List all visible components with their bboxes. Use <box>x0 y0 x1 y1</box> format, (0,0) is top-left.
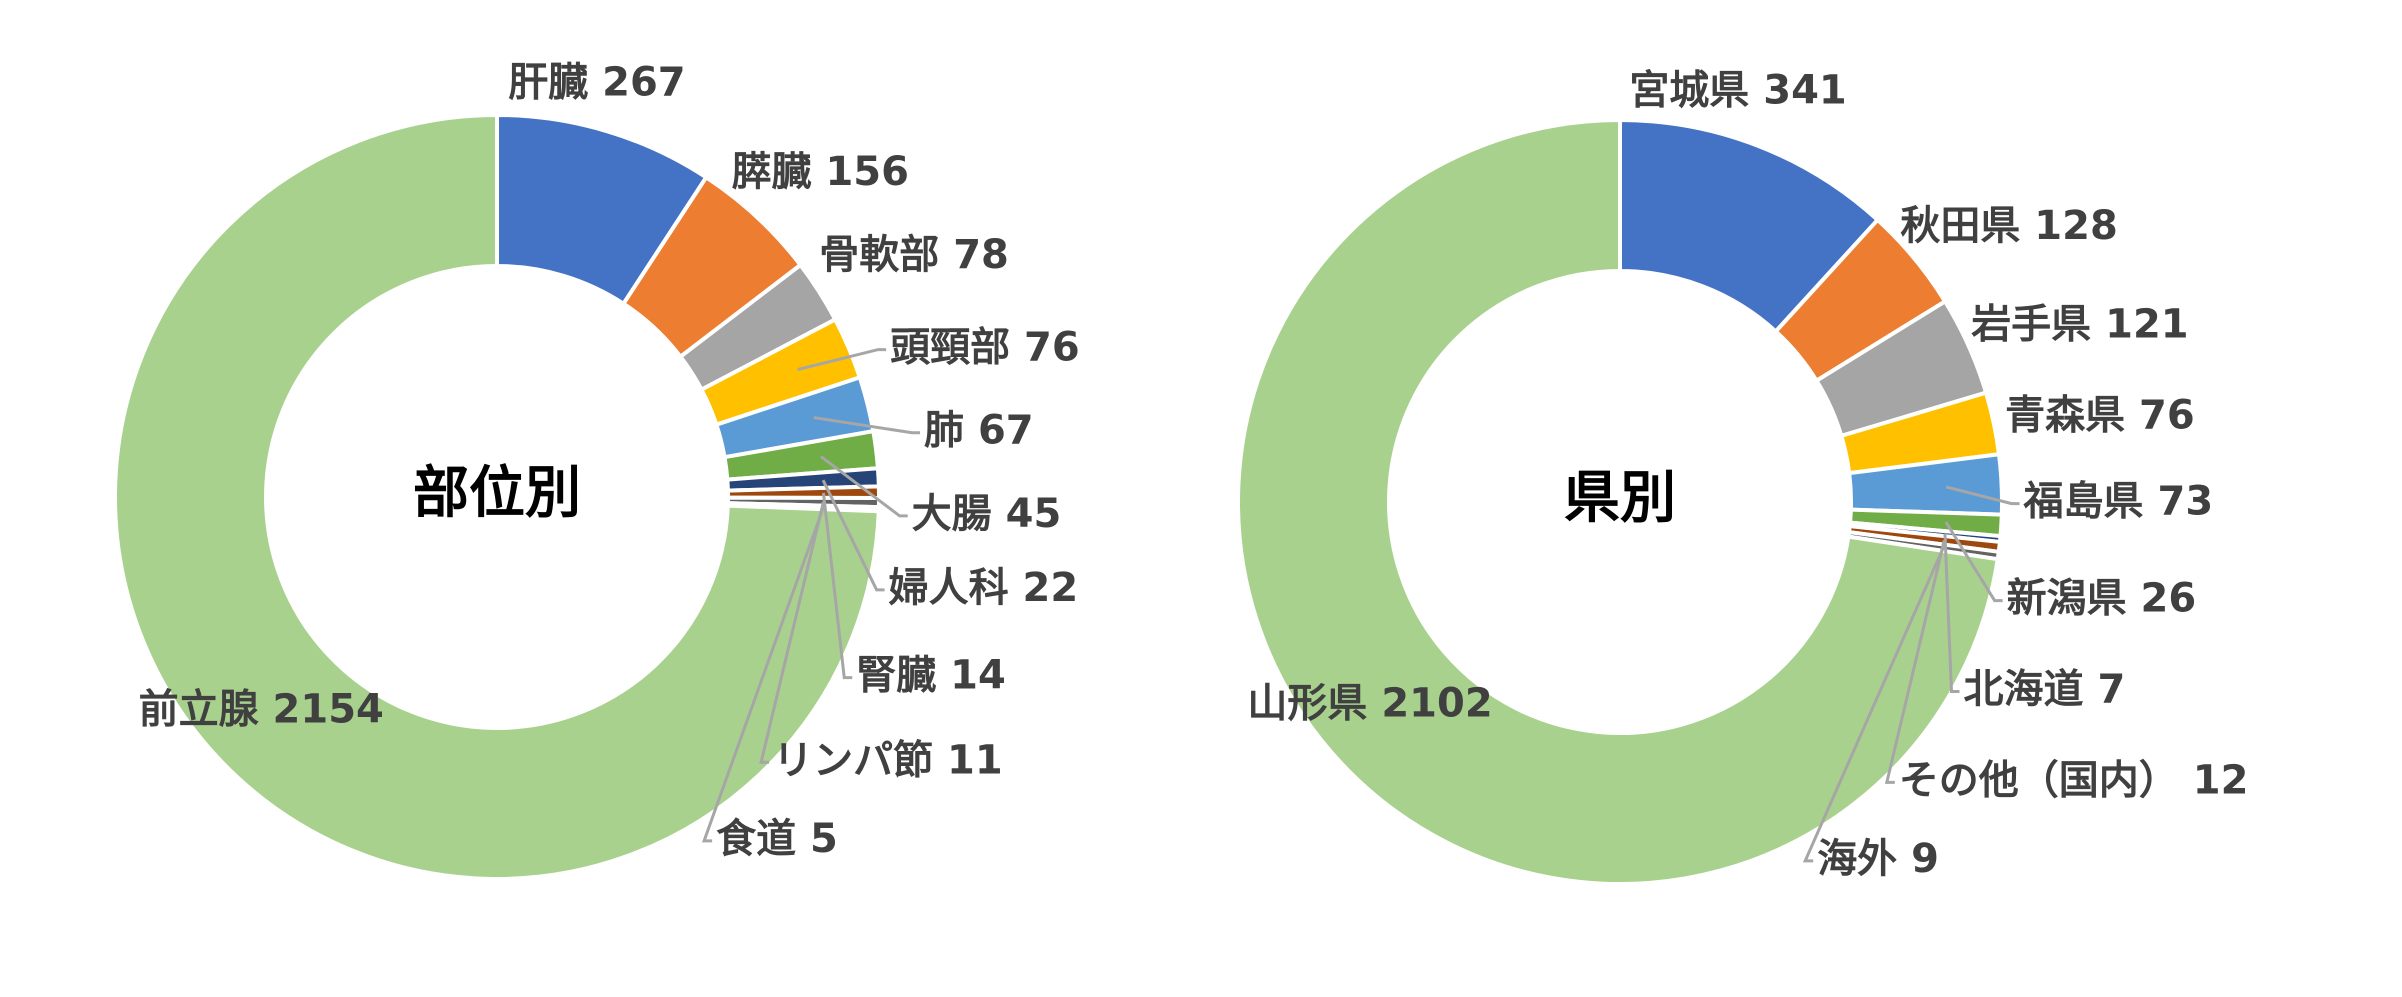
leader-line <box>759 501 825 764</box>
data-label: その他（国内） 12 <box>1899 757 2249 803</box>
data-label: 岩手県 121 <box>1971 301 2188 347</box>
leader-line <box>820 455 908 518</box>
label-category: 婦人科 <box>889 565 1009 611</box>
leader-line <box>813 416 920 435</box>
label-value: 341 <box>1763 67 1847 113</box>
leader-line <box>1943 533 1960 693</box>
leader-line <box>821 479 885 592</box>
chart-title: 部位別 <box>413 461 581 526</box>
data-label: 山形県 2102 <box>1247 680 1492 726</box>
label-category: 宮城県 <box>1629 67 1749 113</box>
label-category: 青森県 <box>2005 392 2125 438</box>
label-category: 頭頸部 <box>890 325 1010 371</box>
data-label: 秋田県 128 <box>1900 203 2117 249</box>
leader-line <box>821 492 853 680</box>
label-value: 9 <box>1911 836 1939 882</box>
label-category: 岩手県 <box>1971 301 2091 347</box>
label-value: 5 <box>810 816 838 862</box>
chart-title: 県別 <box>1564 466 1676 531</box>
label-value: 11 <box>947 737 1003 783</box>
label-category: 海外 <box>1817 836 1897 882</box>
leader-line <box>701 506 825 843</box>
label-value: 22 <box>1023 565 1079 611</box>
leader-line <box>797 348 887 372</box>
label-value: 2102 <box>1381 680 1492 726</box>
label-value: 26 <box>2141 576 2197 622</box>
label-category: 肺 <box>924 408 964 454</box>
label-value: 73 <box>2157 479 2213 525</box>
data-label: 北海道 7 <box>1964 666 2126 712</box>
data-label: 腎臓 14 <box>856 653 1006 699</box>
leader-line <box>1944 521 2003 603</box>
label-value: 2154 <box>273 686 384 732</box>
data-label: 新潟県 26 <box>2007 576 2197 622</box>
data-label: 食道 5 <box>716 816 838 862</box>
label-value: 45 <box>1006 491 1062 537</box>
label-category: 新潟県 <box>2007 576 2127 622</box>
label-category: 福島県 <box>2023 479 2144 525</box>
leader-line <box>1884 540 1946 784</box>
leader-line <box>1802 547 1945 863</box>
label-value: 121 <box>2105 301 2189 347</box>
label-category: 大腸 <box>912 491 992 537</box>
data-label: 宮城県 341 <box>1629 67 1846 113</box>
label-category: その他（国内） <box>1899 757 2179 803</box>
label-value: 128 <box>2034 203 2117 249</box>
donut-slice <box>113 112 881 881</box>
label-category: リンパ節 <box>773 737 933 783</box>
label-value: 267 <box>602 60 686 106</box>
data-label: 海外 9 <box>1817 836 1939 882</box>
data-label: 福島県 73 <box>2023 479 2214 525</box>
label-category: 北海道 <box>1964 666 2084 712</box>
label-category: 膵臓 <box>732 149 812 195</box>
data-label: 頭頸部 76 <box>890 325 1080 371</box>
data-label: 骨軟部 78 <box>819 232 1009 278</box>
data-label: 肝臓 267 <box>508 60 685 106</box>
label-value: 156 <box>825 149 909 195</box>
label-value: 76 <box>2139 392 2195 438</box>
data-label: 膵臓 156 <box>732 149 909 195</box>
data-label: 前立腺 2154 <box>139 686 384 732</box>
label-category: 骨軟部 <box>819 232 939 278</box>
label-value: 7 <box>2097 666 2125 712</box>
data-label: 青森県 76 <box>2005 392 2195 438</box>
label-category: 秋田県 <box>1900 203 2020 249</box>
label-value: 67 <box>978 408 1034 454</box>
label-value: 76 <box>1024 325 1080 371</box>
label-value: 12 <box>2193 757 2249 803</box>
label-category: 腎臓 <box>856 653 936 699</box>
label-category: 食道 <box>716 816 796 862</box>
label-category: 前立腺 <box>139 686 260 732</box>
label-value: 78 <box>953 232 1009 278</box>
label-category: 肝臓 <box>508 60 588 106</box>
label-value: 14 <box>950 653 1006 699</box>
data-label: 肺 67 <box>924 408 1034 454</box>
leader-line <box>1945 485 2020 506</box>
data-label: 婦人科 22 <box>889 565 1079 611</box>
label-category: 山形県 <box>1247 680 1367 726</box>
data-label: リンパ節 11 <box>773 737 1003 783</box>
donut-slice <box>1236 117 2000 886</box>
data-label: 大腸 45 <box>912 491 1062 537</box>
